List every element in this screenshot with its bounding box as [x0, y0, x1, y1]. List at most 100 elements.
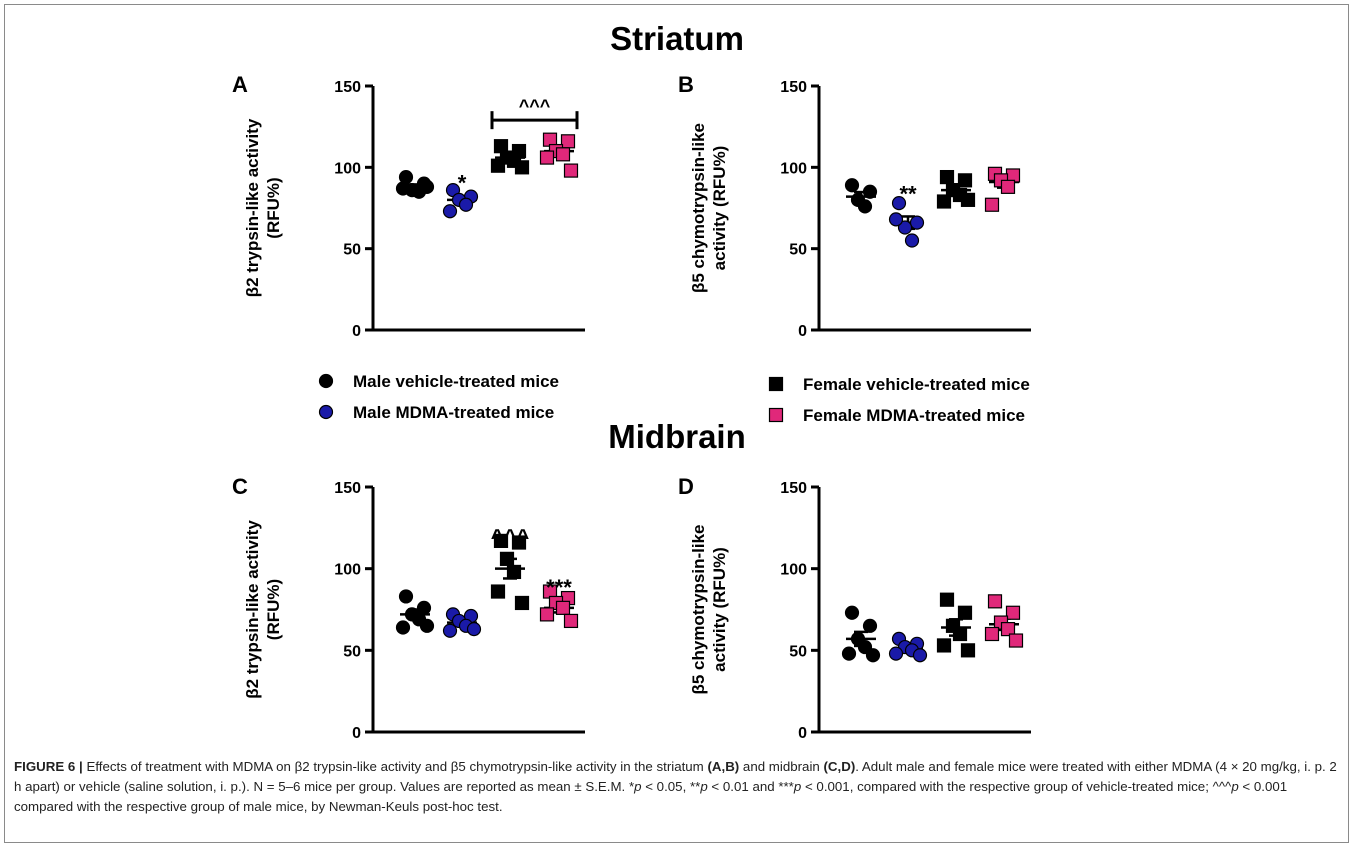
- data-point: [1005, 605, 1021, 620]
- data-point: [458, 197, 474, 212]
- panel-a: A 0 50 100 150 β2 trypsin-like activity (RFU%)…: [232, 72, 585, 340]
- data-point: [398, 589, 414, 604]
- y-tick-label: 50: [343, 643, 361, 660]
- panel-c: C 0 50 100 150 β2 trypsin-like activity (RFU%)…: [232, 474, 585, 742]
- y-tick-label: 0: [798, 323, 807, 340]
- data-point: [555, 600, 571, 615]
- section-title-midbrain: Midbrain: [608, 418, 746, 455]
- data-point: [936, 638, 952, 653]
- y-tick-label: 0: [798, 725, 807, 742]
- group-3: [490, 139, 530, 175]
- caption-text-5: < 0.01 and ***: [707, 779, 794, 794]
- y-tick-label: 50: [789, 242, 807, 259]
- legend-label: Female MDMA-treated mice: [803, 406, 1025, 425]
- figure-caption: FIGURE 6 | Effects of treatment with MDM…: [14, 757, 1339, 817]
- y-tick-label: 50: [789, 643, 807, 660]
- data-point: [1000, 179, 1016, 194]
- data-point: [984, 626, 1000, 642]
- y-tick-label: 100: [334, 160, 361, 177]
- data-point: [555, 147, 571, 162]
- panel-label: D: [678, 474, 694, 499]
- group-3: [936, 592, 976, 658]
- data-point: [419, 179, 435, 194]
- data-point: [888, 212, 904, 227]
- data-point: [514, 160, 530, 175]
- data-point: [952, 626, 968, 642]
- legend-item: Female MDMA-treated mice: [768, 406, 1025, 425]
- legend-marker-square: [768, 376, 784, 392]
- data-point: [442, 204, 458, 219]
- data-point: [841, 646, 857, 661]
- data-point: [912, 648, 928, 663]
- legend-label: Female vehicle-treated mice: [803, 375, 1030, 394]
- data-point: [490, 584, 506, 599]
- data-point: [1008, 633, 1024, 648]
- group-4: [539, 132, 579, 178]
- group-2: [888, 631, 928, 663]
- group-1: [395, 169, 435, 199]
- group-2: [442, 183, 479, 219]
- y-axis-label-line2: (RFU%): [264, 177, 283, 238]
- caption-text-6: < 0.001, compared with the respective gr…: [801, 779, 1232, 794]
- y-axis-label-line1: β5 chymotrypsin-like: [689, 123, 708, 293]
- panel-label: A: [232, 72, 248, 97]
- data-point: [897, 220, 913, 235]
- group-3: [936, 169, 976, 209]
- data-point: [466, 621, 482, 637]
- y-axis-label-line2: activity (RFU%): [710, 146, 729, 271]
- legend-label: Male MDMA-treated mice: [353, 403, 554, 422]
- data-point: [936, 194, 952, 209]
- significance-annotation: *: [458, 170, 467, 195]
- data-point: [563, 163, 579, 178]
- legend-label: Male vehicle-treated mice: [353, 372, 559, 391]
- significance-annotation: ^^^: [491, 524, 530, 549]
- data-point: [844, 605, 860, 620]
- group-1: [844, 178, 878, 214]
- group-4: [539, 584, 579, 629]
- data-point: [419, 618, 435, 633]
- legend-item: Male vehicle-treated mice: [318, 372, 559, 391]
- data-point: [490, 158, 506, 173]
- panel-label: B: [678, 72, 694, 97]
- caption-p-symbol: p: [700, 779, 708, 794]
- caption-text-1: Effects of treatment with MDMA on β2 try…: [82, 759, 708, 774]
- y-axis-label: β2 trypsin-like activity (RFU%): [243, 118, 283, 297]
- group-1: [395, 589, 435, 635]
- legend-marker-circle: [318, 373, 334, 389]
- data-point: [939, 592, 955, 607]
- caption-text-7: < 0.001 compared with the respective gro…: [14, 779, 1288, 814]
- caption-ref-ab: (A,B): [707, 759, 740, 774]
- data-point: [511, 535, 527, 550]
- y-tick-label: 100: [780, 160, 807, 177]
- legend-item: Female vehicle-treated mice: [768, 375, 1030, 394]
- y-axis-label-line2: (RFU%): [264, 579, 283, 640]
- data-point: [960, 192, 976, 207]
- group-4: [984, 594, 1024, 648]
- y-tick-label: 0: [352, 725, 361, 742]
- caption-ref-cd: (C,D): [823, 759, 856, 774]
- figure-canvas: Striatum Midbrain A 0 50 100 150 β2 trypsin-l…: [232, 20, 1031, 742]
- caption-text-4: < 0.05, **: [641, 779, 701, 794]
- data-point: [957, 605, 973, 620]
- significance-annotation: **: [899, 182, 917, 207]
- data-point: [506, 564, 522, 580]
- legend: Male vehicle-treated mice Male MDMA-treat…: [318, 372, 1030, 425]
- data-point: [514, 595, 530, 611]
- caption-text-2: and midbrain: [739, 759, 824, 774]
- panel-d: D 0 50 100 150 β5 chymotrypsin-like activity (…: [678, 474, 1031, 742]
- data-point: [984, 197, 1000, 212]
- y-tick-label: 150: [334, 79, 361, 96]
- data-point: [395, 181, 411, 196]
- data-point: [904, 233, 920, 248]
- significance-annotation: ***: [546, 575, 572, 600]
- group-2: [442, 607, 482, 638]
- data-point: [960, 643, 976, 658]
- legend-item: Male MDMA-treated mice: [318, 403, 554, 422]
- data-point: [442, 623, 458, 638]
- group-3: [490, 533, 530, 611]
- y-axis-label: β5 chymotrypsin-like activity (RFU%): [689, 524, 729, 694]
- y-tick-label: 150: [780, 79, 807, 96]
- caption-p-symbol: p: [634, 779, 642, 794]
- y-axis-label-line1: β2 trypsin-like activity: [243, 520, 262, 699]
